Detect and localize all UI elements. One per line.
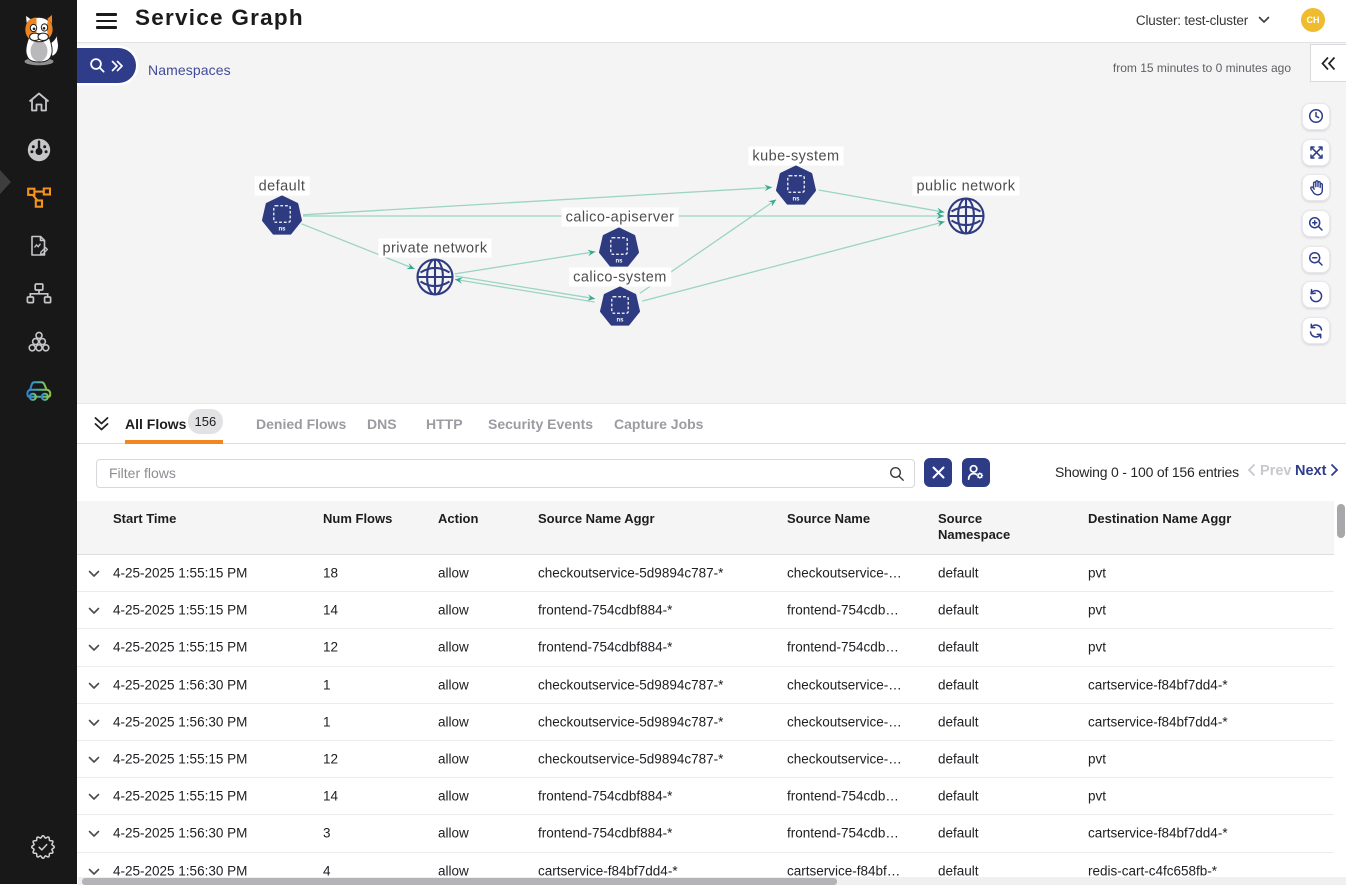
svg-text:ns: ns — [792, 197, 800, 203]
svg-text:ns: ns — [616, 318, 624, 324]
svg-text:ns: ns — [278, 227, 286, 233]
svg-text:ns: ns — [615, 259, 623, 265]
